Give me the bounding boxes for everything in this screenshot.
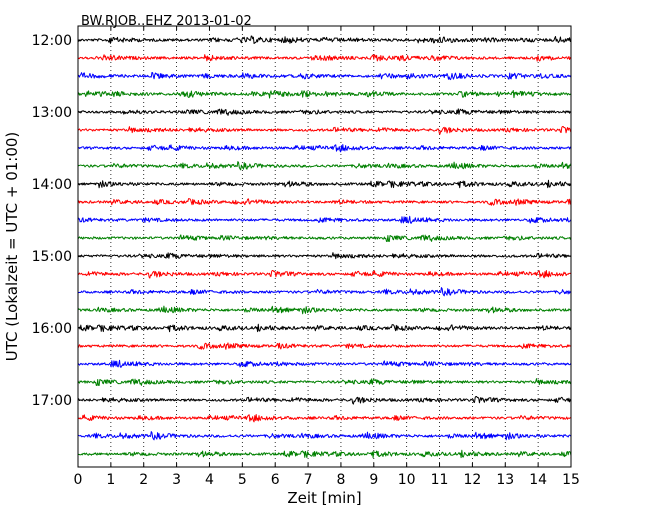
trace-1700	[77, 395, 572, 405]
y-tick-label: 12:00	[32, 33, 72, 49]
x-tick-label: 12	[463, 472, 481, 488]
trace-1215	[77, 54, 572, 62]
x-tick-label: 9	[369, 472, 378, 488]
y-tick-label: 15:00	[32, 249, 72, 265]
trace-1245	[77, 89, 572, 99]
plot-frame	[77, 25, 572, 468]
trace-1415	[77, 198, 572, 206]
x-tick-label: 15	[562, 472, 580, 488]
trace-1500	[77, 252, 572, 260]
y-tick-label: 14:00	[32, 177, 72, 193]
trace-1430	[77, 215, 572, 224]
trace-layer	[77, 35, 572, 459]
trace-1615	[77, 342, 572, 350]
trace-1230	[77, 71, 572, 81]
y-tick-label: 16:00	[32, 321, 72, 337]
chart-title: BW.RJOB..EHZ 2013-01-02	[81, 14, 252, 29]
x-tick-label: 14	[529, 472, 547, 488]
x-tick-label: 7	[304, 472, 313, 488]
x-tick-label: 3	[172, 472, 181, 488]
x-tick-label: 13	[496, 472, 514, 488]
x-tick-label: 4	[205, 472, 214, 488]
trace-1645	[77, 378, 572, 387]
x-tick-label: 10	[398, 472, 416, 488]
axis-ticks: 0 1 2 3 4 5 6 7 8 9 10 11 12 13 14 1512:0013:0014:0015:…	[32, 26, 580, 488]
trace-1200	[77, 35, 572, 45]
x-tick-label: 8	[336, 472, 345, 488]
trace-1745	[77, 449, 572, 459]
y-tick-label: 13:00	[32, 105, 72, 121]
trace-1300	[77, 108, 572, 116]
trace-1345	[77, 161, 572, 171]
trace-1315	[77, 125, 572, 135]
trace-1600	[77, 323, 572, 333]
x-tick-label: 5	[238, 472, 247, 488]
trace-1630	[77, 359, 572, 368]
trace-1330	[77, 144, 572, 153]
x-tick-label: 2	[139, 472, 148, 488]
x-tick-label: 11	[431, 472, 449, 488]
x-tick-label: 0	[74, 472, 83, 488]
trace-1400	[77, 179, 572, 189]
trace-1530	[77, 287, 572, 297]
trace-1515	[77, 269, 572, 279]
x-tick-label: 1	[106, 472, 115, 488]
trace-1545	[77, 305, 572, 315]
trace-1445	[77, 234, 572, 243]
x-axis-label: Zeit [min]	[287, 489, 361, 507]
trace-1715	[77, 414, 572, 423]
x-tick-label: 6	[271, 472, 280, 488]
trace-1730	[77, 431, 572, 441]
vertical-gridlines	[110, 26, 539, 467]
y-tick-label: 17:00	[32, 393, 72, 409]
y-axis-label: UTC (Lokalzeit = UTC + 01:00)	[3, 132, 21, 362]
